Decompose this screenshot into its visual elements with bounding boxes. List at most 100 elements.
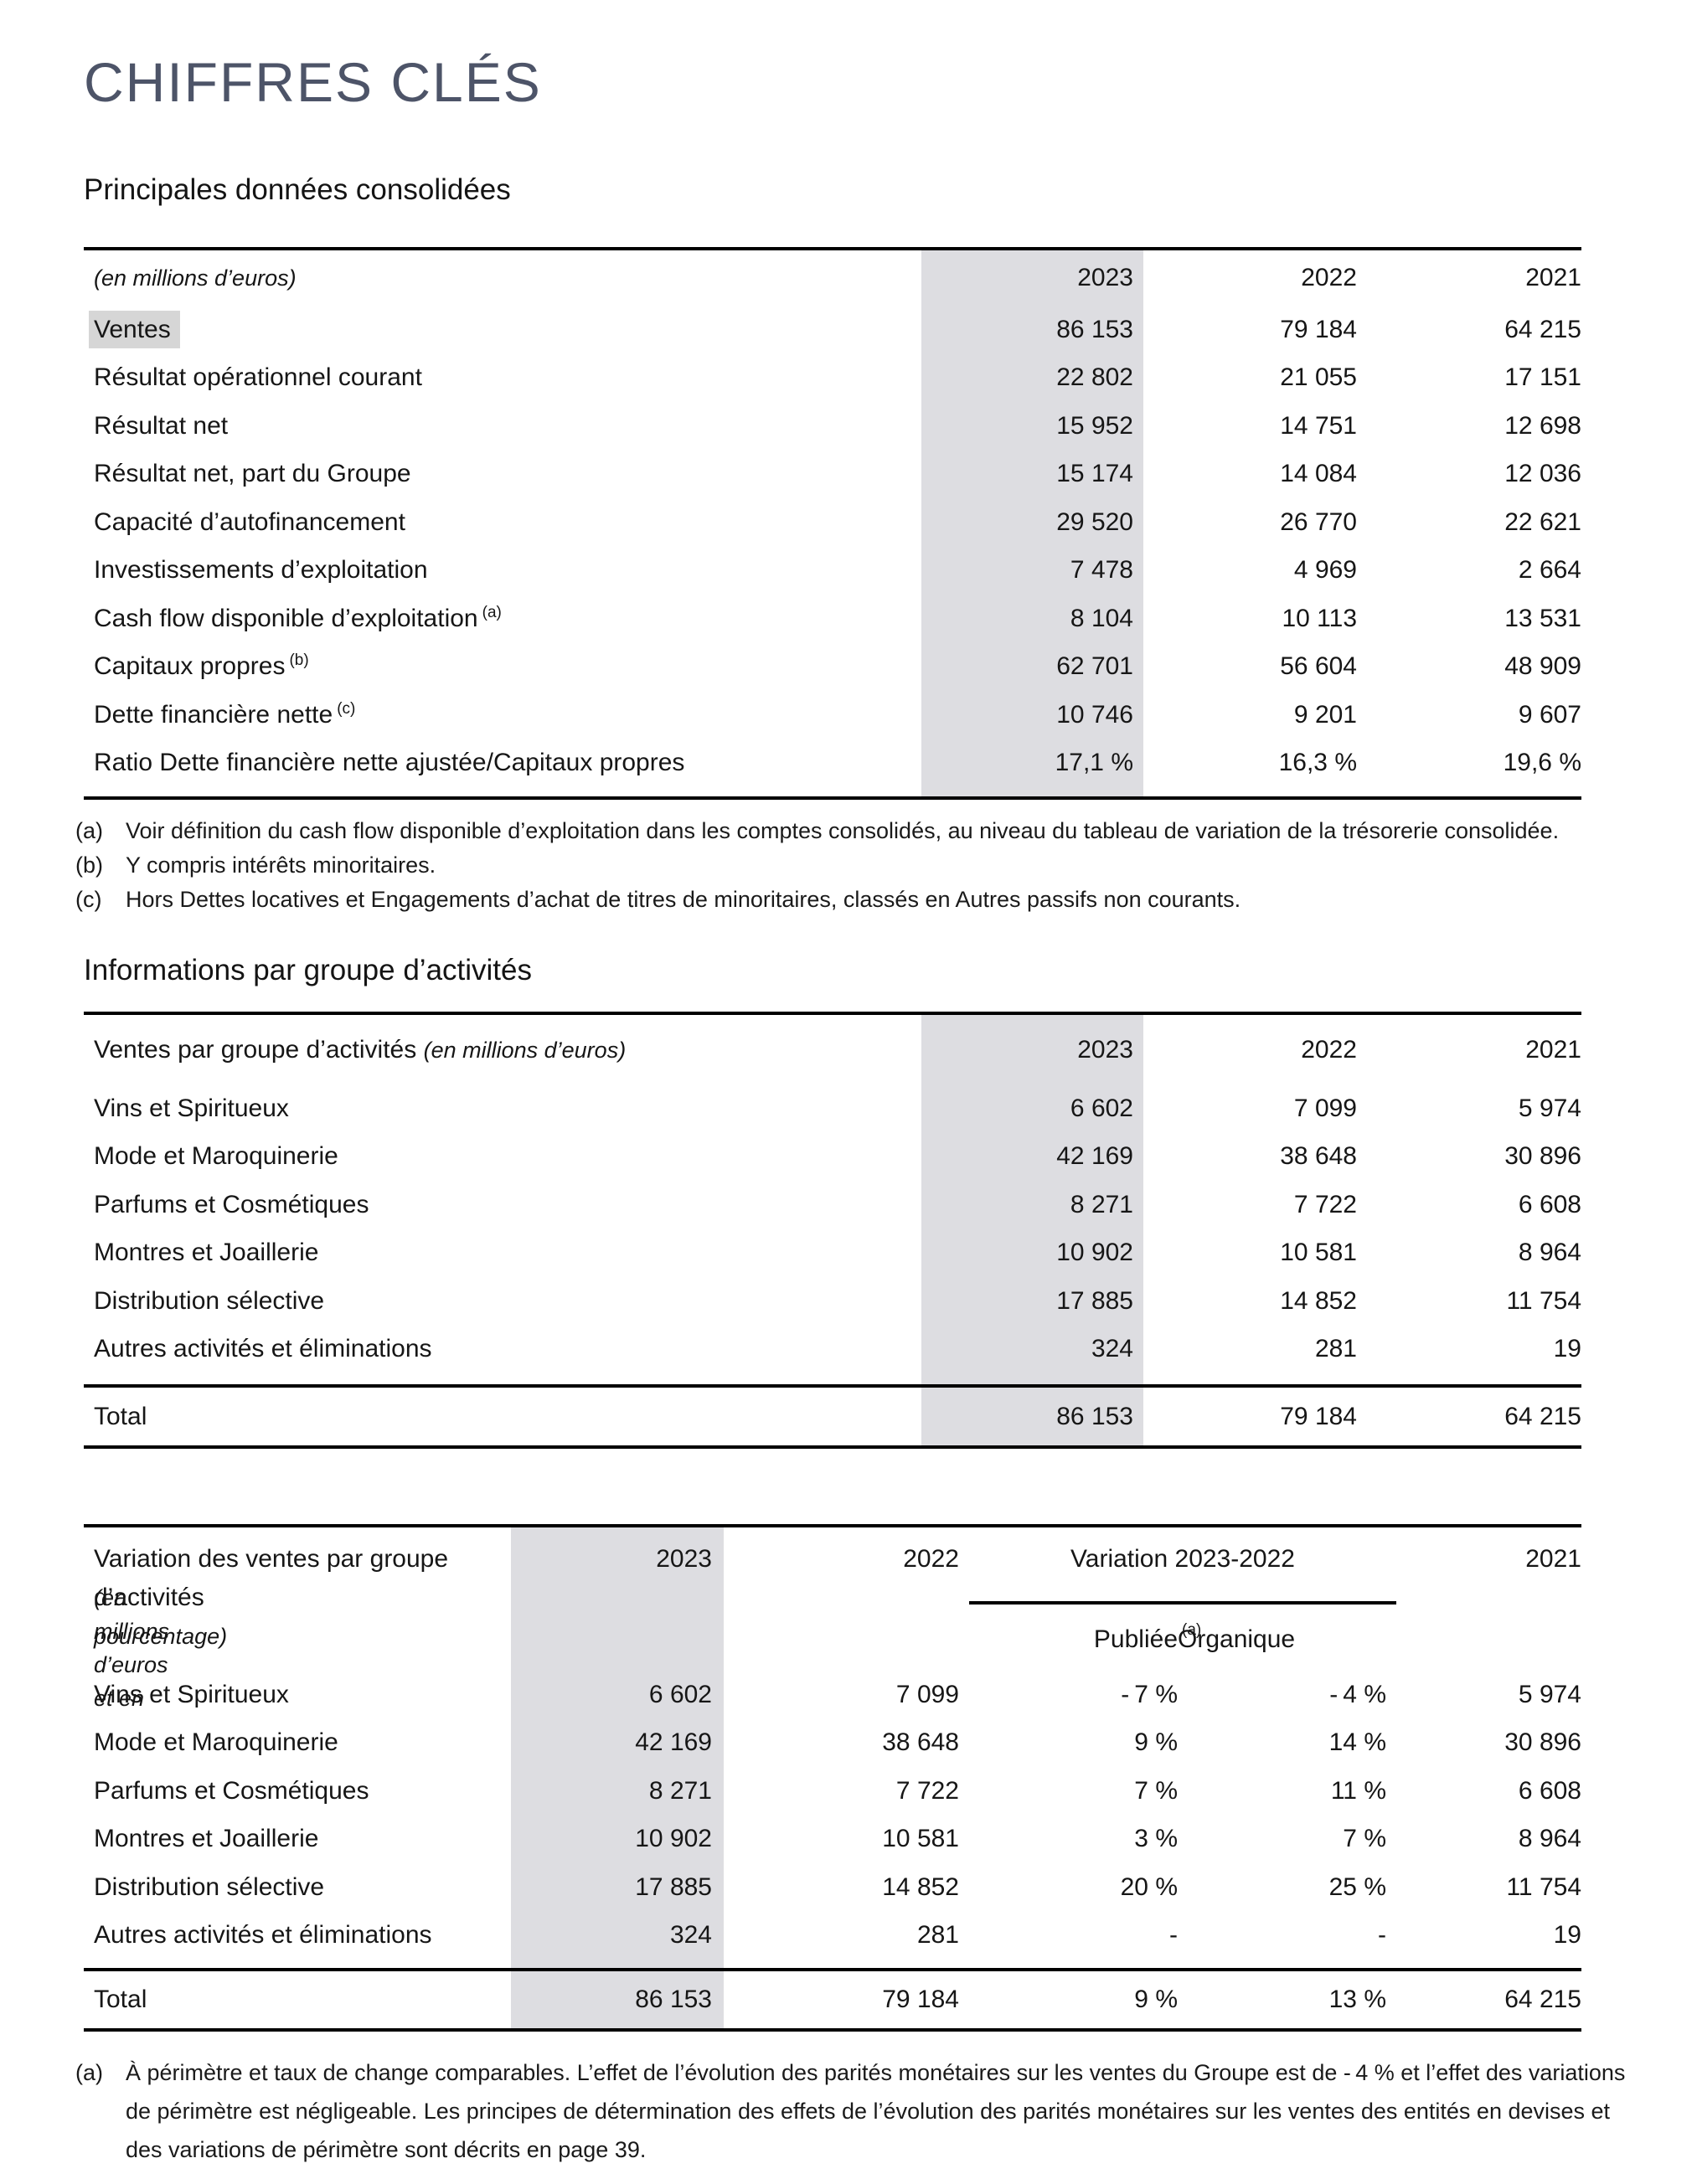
table-row: Capitaux propres (b) 62 701 56 604 48 909: [84, 643, 1581, 692]
value-2022: 38 648: [882, 1728, 959, 1757]
footnote-ref: (a): [1182, 1621, 1202, 1639]
value-2022: 7 099: [1293, 1094, 1357, 1122]
footnote-text: de périmètre est négligeable. Les princi…: [126, 2099, 1611, 2124]
subheader-organique: Organique: [1178, 1625, 1296, 1653]
value-2023: 62 701: [1056, 652, 1133, 681]
footnote-ref: (b): [289, 652, 309, 670]
row-label: Vins et Spiritueux: [94, 1094, 289, 1122]
row-label: Ratio Dette financière nette ajustée/Cap…: [94, 749, 685, 777]
variation-table-header: Variation des ventes par groupe d’activi…: [84, 1527, 1581, 1711]
footnote-text: des variations de périmètre sont décrits…: [126, 2137, 647, 2162]
value-2021: 8 964: [1518, 1239, 1581, 1267]
table-row: Vins et Spiritueux 6 602 7 099 5 974: [84, 1084, 1581, 1133]
value-2021: 17 151: [1504, 363, 1581, 392]
section-heading-groups: Informations par groupe d’activités: [84, 954, 532, 986]
value-2023: 42 169: [635, 1728, 712, 1757]
value-2022: 281: [1314, 1335, 1357, 1363]
year-header-2023: 2023: [656, 1545, 712, 1573]
value-2021: 12 698: [1504, 411, 1581, 440]
total-publiee: 9 %: [1134, 1986, 1178, 2013]
value-2021: 9 607: [1518, 700, 1581, 729]
footnote-mark: (c): [75, 887, 102, 912]
value-2023: 324: [1091, 1335, 1133, 1363]
year-header-2023: 2023: [1077, 264, 1133, 291]
total-2022: 79 184: [1280, 1402, 1357, 1430]
table-title-line2: d’activités: [94, 1584, 204, 1611]
value-2022: 14 852: [1280, 1286, 1357, 1315]
value-2022: 14 084: [1280, 460, 1357, 488]
sales-by-group-table: Ventes par groupe d’activités (en millio…: [84, 1012, 1581, 1449]
value-2022: 38 648: [1280, 1142, 1357, 1171]
variation-organique: - 4 %: [1329, 1680, 1386, 1708]
row-label: Investissements d’exploitation: [94, 556, 428, 585]
value-2023: 8 271: [1070, 1190, 1133, 1218]
row-label: Autres activités et éliminations: [94, 1921, 432, 1950]
table-row: Capacité d’autofinancement 29 520 26 770…: [84, 498, 1581, 547]
value-2022: 79 184: [1280, 315, 1357, 343]
variation-publiee: 7 %: [1134, 1776, 1178, 1805]
year-header-2021: 2021: [1525, 264, 1581, 291]
variation-publiee: 9 %: [1134, 1728, 1178, 1757]
value-2021: 6 608: [1518, 1190, 1581, 1218]
value-2023: 7 478: [1070, 556, 1133, 585]
value-2023: 8 271: [648, 1776, 712, 1805]
footnote-text: Hors Dettes locatives et Engagements d’a…: [126, 887, 1241, 912]
value-2021: 11 754: [1506, 1872, 1581, 1901]
value-2023: 86 153: [1056, 315, 1133, 343]
table-row: Parfums et Cosmétiques 8 271 7 722 6 608: [84, 1181, 1581, 1229]
value-2022: 10 581: [882, 1825, 959, 1853]
footnote-ref: (c): [337, 699, 356, 718]
value-2022: 281: [916, 1921, 959, 1950]
total-organique: 13 %: [1328, 1986, 1386, 2013]
footnote: (a) Voir définition du cash flow disponib…: [75, 814, 1608, 848]
row-label: Parfums et Cosmétiques: [94, 1190, 369, 1218]
footnote-ref: (a): [482, 603, 502, 621]
value-2022: 26 770: [1280, 507, 1357, 536]
table-row: Ratio Dette financière nette ajustée/Cap…: [84, 739, 1581, 788]
row-label: Vins et Spiritueux: [94, 1680, 289, 1708]
variation-publiee: - 7 %: [1121, 1680, 1178, 1708]
variation-organique: 11 %: [1330, 1776, 1386, 1805]
value-2022: 9 201: [1293, 700, 1357, 729]
sales-variation-table: Variation des ventes par groupe d’activi…: [84, 1524, 1581, 2032]
value-2021: 6 608: [1518, 1776, 1581, 1805]
consolidated-table-header: (en millions d’euros) 2023 2022 2021: [84, 250, 1581, 306]
footnote-mark: (a): [75, 818, 103, 843]
value-2021: 19: [1553, 1921, 1581, 1950]
value-2021: 12 036: [1504, 460, 1581, 488]
row-label: Résultat net: [94, 411, 229, 440]
variation-publiee: -: [1169, 1921, 1178, 1950]
table-row: Autres activités et éliminations 324 281…: [84, 1326, 1581, 1374]
table-row: Distribution sélective 17 885 14 852 20 …: [84, 1863, 1581, 1912]
value-2023: 6 602: [1070, 1094, 1133, 1122]
value-2022: 10 581: [1280, 1239, 1357, 1267]
total-label: Total: [94, 1402, 147, 1430]
total-2022: 79 184: [882, 1986, 959, 2013]
row-label: Dette financière nette: [94, 700, 333, 729]
year-header-2021: 2021: [1525, 1035, 1581, 1064]
value-2023: 15 952: [1056, 411, 1133, 440]
value-2021: 11 754: [1506, 1286, 1581, 1315]
value-2023: 42 169: [1056, 1142, 1133, 1171]
value-2021: 64 215: [1504, 315, 1581, 343]
footnote: (b) Y compris intérêts minoritaires.: [75, 848, 1608, 883]
row-label: Résultat net, part du Groupe: [94, 460, 411, 488]
row-label: Capitaux propres: [94, 652, 286, 681]
value-2021: 8 964: [1518, 1825, 1581, 1853]
value-2022: 10 113: [1282, 604, 1357, 632]
page-title: CHIFFRES CLÉS: [84, 51, 542, 113]
total-row: Total 86 153 79 184 64 215: [84, 1384, 1581, 1445]
total-2021: 64 215: [1504, 1986, 1581, 2013]
table-title: Ventes par groupe d’activités: [94, 1035, 417, 1064]
value-2022: 4 969: [1293, 556, 1357, 585]
row-label: Autres activités et éliminations: [94, 1335, 432, 1363]
value-2023: 8 104: [1070, 604, 1133, 632]
value-2022: 14 751: [1280, 411, 1357, 440]
value-2023: 17 885: [1056, 1286, 1133, 1315]
total-2023: 86 153: [635, 1986, 712, 2013]
value-2023: 15 174: [1056, 460, 1133, 488]
value-2023: 22 802: [1056, 363, 1133, 392]
table-row: Dette financière nette (c) 10 746 9 201 9…: [84, 691, 1581, 739]
variation-organique: 7 %: [1343, 1825, 1386, 1853]
